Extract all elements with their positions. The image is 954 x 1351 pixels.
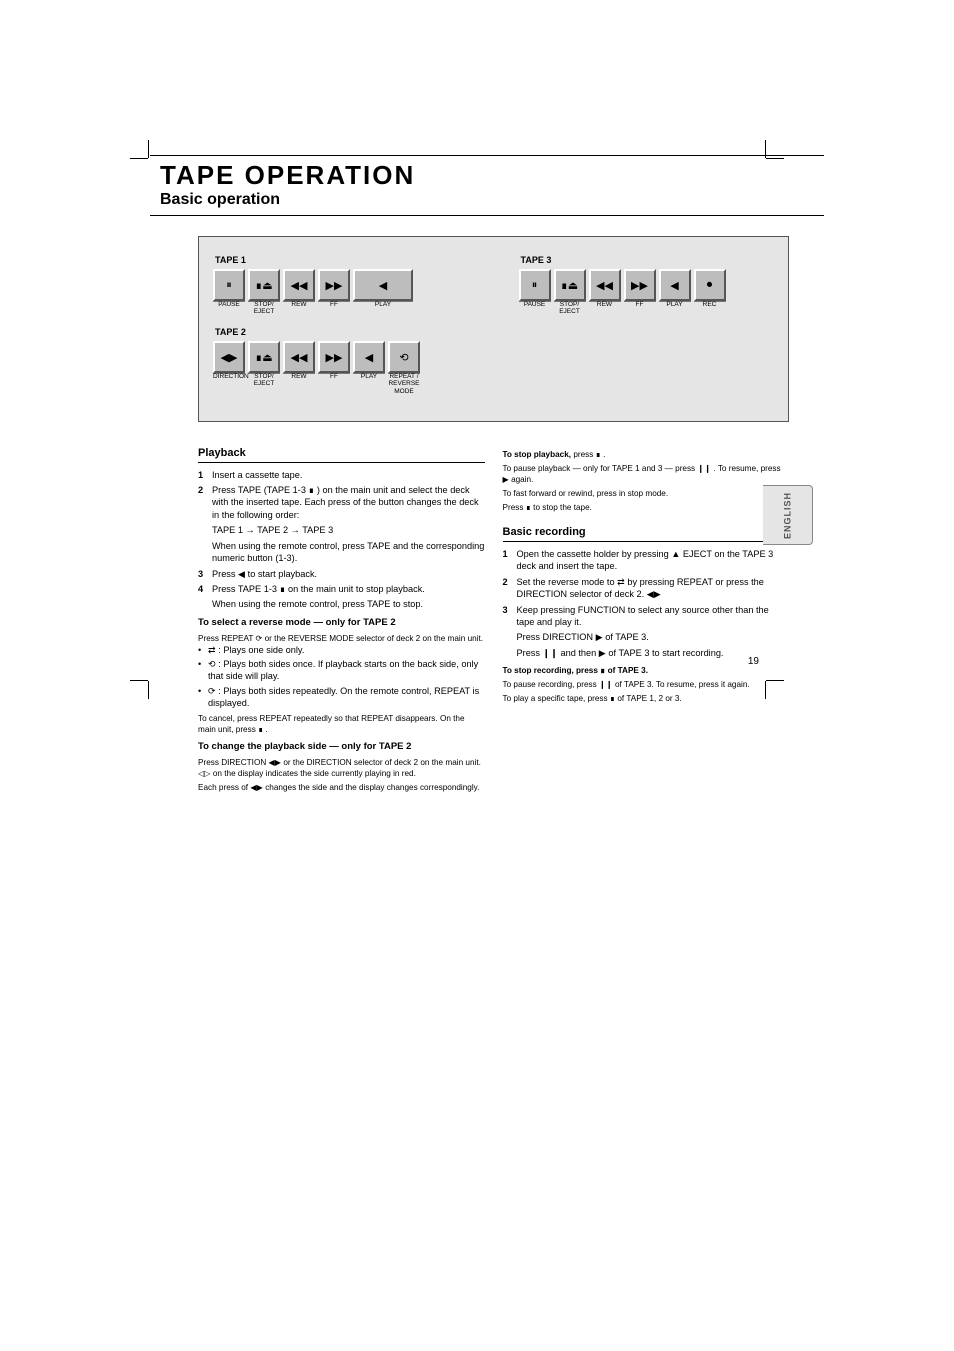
page-subtitle: Basic operation xyxy=(160,191,814,209)
repeat-button: ⟲ xyxy=(388,341,420,373)
step: Press ◀ to start playback. xyxy=(212,568,485,580)
tape1-label: TAPE 1 xyxy=(215,255,469,265)
tape2-label: TAPE 2 xyxy=(215,327,469,337)
ff-stop-note: Press ∎ to stop the tape. xyxy=(503,502,790,513)
stop-body: press ∎ . xyxy=(573,450,605,459)
step: When using the remote control, press TAP… xyxy=(212,540,485,565)
ff-button: ▶▶ xyxy=(318,341,350,373)
playback-side-a: Press DIRECTION ◀▶ or the DIRECTION sele… xyxy=(198,757,485,779)
stop-head: To stop playback, xyxy=(503,450,574,459)
play-button: ◀ xyxy=(353,341,385,373)
page-number: 19 xyxy=(748,656,759,667)
caption-play: PLAY xyxy=(353,373,385,394)
reverse-cancel: To cancel, press REPEAT repeatedly so th… xyxy=(198,713,485,735)
ff-note: To fast forward or rewind, press in stop… xyxy=(503,488,790,499)
rewind-button: ◀◀ xyxy=(589,269,621,301)
caption-direction: DIRECTION xyxy=(213,373,245,394)
crop-mark xyxy=(130,680,148,681)
caption-pause: PAUSE xyxy=(519,301,551,315)
stop-eject-button: ∎⏏ xyxy=(554,269,586,301)
caption-rew: REW xyxy=(589,301,621,315)
pause-button: ⏸ xyxy=(213,269,245,301)
tape2-panel: TAPE 2 ◀▶ ∎⏏ ◀◀ ▶▶ ◀ ⟲ DIRECTION STOP/ E… xyxy=(213,327,469,394)
page-title: TAPE OPERATION xyxy=(160,160,814,191)
body-columns: Playback 1Insert a cassette tape. 2Press… xyxy=(198,446,789,793)
crop-mark xyxy=(148,681,149,699)
pause-note: To pause playback — only for TAPE 1 and … xyxy=(503,463,790,485)
right-column: To stop playback, press ∎ . To pause pla… xyxy=(503,446,790,793)
playback-title: Playback xyxy=(198,446,485,463)
reverse-intro: Press REPEAT ⟳ or the REVERSE MODE selec… xyxy=(198,633,485,644)
crop-mark xyxy=(130,158,148,159)
caption-pause: PAUSE xyxy=(213,301,245,315)
pause-rec: To pause recording, press ❙❙ of TAPE 3. … xyxy=(503,679,790,690)
direction-button: ◀▶ xyxy=(213,341,245,373)
caption-play: PLAY xyxy=(659,301,691,315)
reverse-mode-1: ⇄ : Plays one side only. xyxy=(208,644,485,656)
crop-mark xyxy=(148,140,149,158)
caption-ff: FF xyxy=(624,301,656,315)
tape3-panel: TAPE 3 ⏸ ∎⏏ ◀◀ ▶▶ ◀ ⏺ PAUSE STOP/ EJECT … xyxy=(519,255,775,315)
caption-stop: STOP/ EJECT xyxy=(248,301,280,315)
pause-button: ⏸ xyxy=(519,269,551,301)
caption-repeat: REPEAT / REVERSE MODE xyxy=(388,373,420,394)
play-button: ◀ xyxy=(353,269,413,301)
page-header: TAPE OPERATION Basic operation xyxy=(150,155,824,216)
rec-step: Open the cassette holder by pressing ▲ E… xyxy=(517,548,790,573)
stop-rec: To stop recording, press ∎ of TAPE 3. xyxy=(503,666,648,675)
reverse-mode-2: ⟲ : Plays both sides once. If playback s… xyxy=(208,658,485,683)
ff-button: ▶▶ xyxy=(624,269,656,301)
rewind-button: ◀◀ xyxy=(283,341,315,373)
stop-eject-button: ∎⏏ xyxy=(248,341,280,373)
rewind-button: ◀◀ xyxy=(283,269,315,301)
ff-button: ▶▶ xyxy=(318,269,350,301)
step: Insert a cassette tape. xyxy=(212,469,485,481)
tape3-label: TAPE 3 xyxy=(521,255,775,265)
reverse-mode-3: ⟳ : Plays both sides repeatedly. On the … xyxy=(208,685,485,710)
stop-eject-button: ∎⏏ xyxy=(248,269,280,301)
recording-title: Basic recording xyxy=(503,525,790,542)
step: Press TAPE 1-3 ∎ on the main unit to sto… xyxy=(212,583,485,595)
step: Press TAPE (TAPE 1-3 ∎ ) on the main uni… xyxy=(212,484,485,521)
caption-stop: STOP/ EJECT xyxy=(248,373,280,394)
playback-side-b: Each press of ◀▶ changes the side and th… xyxy=(198,782,485,793)
caption-ff: FF xyxy=(318,301,350,315)
playback-side-subhead: To change the playback side — only for T… xyxy=(198,741,485,754)
tape1-panel: TAPE 1 ⏸ ∎⏏ ◀◀ ▶▶ ◀ PAUSE STOP/ EJECT RE… xyxy=(213,255,469,315)
crop-mark xyxy=(766,158,784,159)
caption-rec: REC xyxy=(694,301,726,315)
crop-mark xyxy=(766,680,784,681)
caption-play: PLAY xyxy=(353,301,413,315)
control-panel-illustration: TAPE 1 ⏸ ∎⏏ ◀◀ ▶▶ ◀ PAUSE STOP/ EJECT RE… xyxy=(198,236,789,422)
caption-rew: REW xyxy=(283,373,315,394)
step-order: TAPE 1 → TAPE 2 → TAPE 3 xyxy=(212,524,485,536)
caption-rew: REW xyxy=(283,301,315,315)
language-tab: ENGLISH xyxy=(763,485,813,545)
rec-step: Set the reverse mode to ⇄ by pressing RE… xyxy=(517,576,790,601)
caption-stop: STOP/ EJECT xyxy=(554,301,586,315)
rec-button: ⏺ xyxy=(694,269,726,301)
rec-step: Keep pressing FUNCTION to select any sou… xyxy=(517,604,790,629)
playback-column: Playback 1Insert a cassette tape. 2Press… xyxy=(198,446,485,793)
play-specific: To play a specific tape, press ∎ of TAPE… xyxy=(503,693,790,704)
step: When using the remote control, press TAP… xyxy=(212,598,485,610)
caption-ff: FF xyxy=(318,373,350,394)
rec-step: Press DIRECTION ▶ of TAPE 3. xyxy=(517,631,790,643)
reverse-mode-subhead: To select a reverse mode — only for TAPE… xyxy=(198,617,485,630)
play-button: ◀ xyxy=(659,269,691,301)
crop-mark xyxy=(765,140,766,158)
crop-mark xyxy=(765,681,766,699)
